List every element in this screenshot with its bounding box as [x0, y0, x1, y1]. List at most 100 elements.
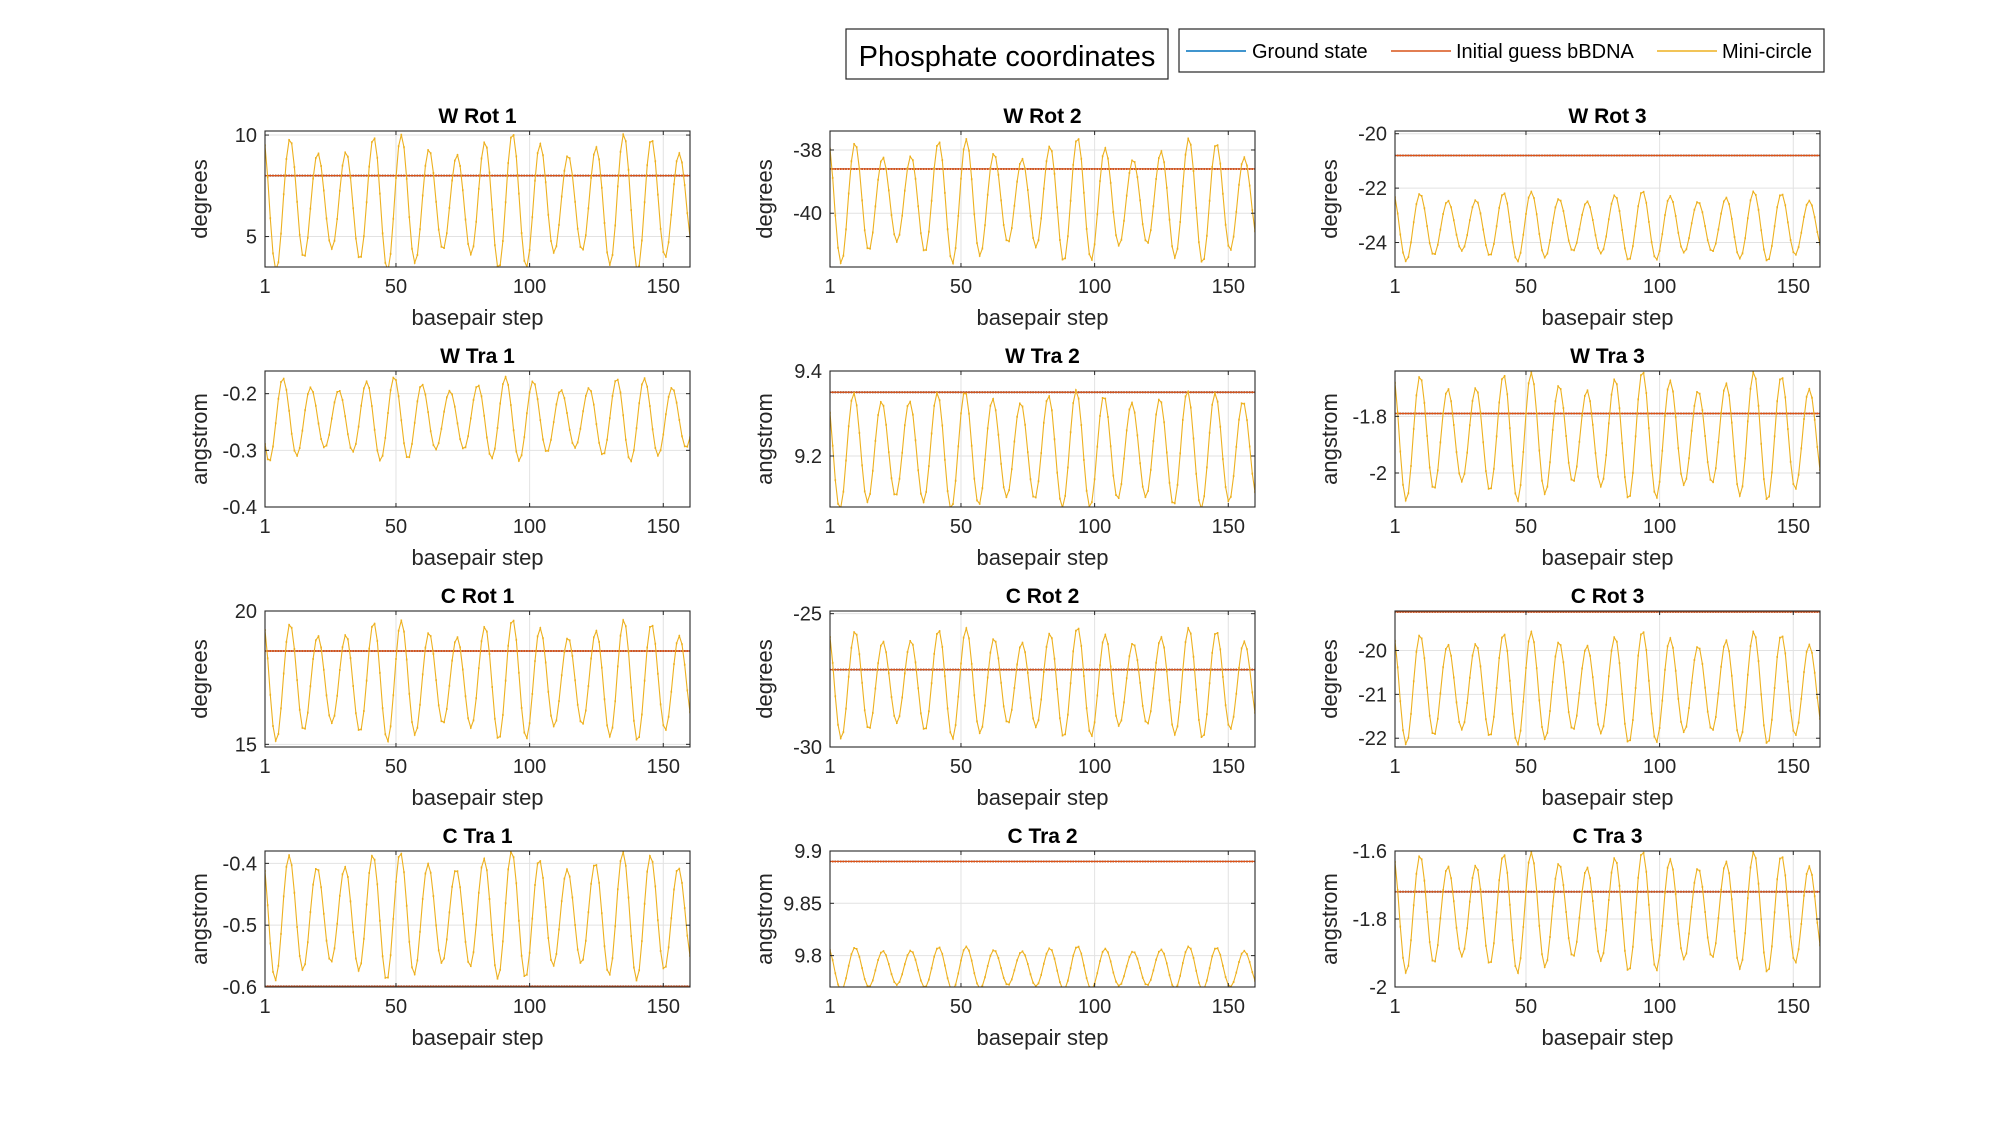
y-tick-label: 9.85: [783, 893, 822, 915]
plot-area: [830, 851, 1255, 987]
chart-title: C Rot 2: [1006, 585, 1080, 608]
x-tick-label: 50: [1515, 756, 1537, 778]
series-mini-circle-line: [830, 388, 1255, 507]
y-tick-label: -20: [1358, 124, 1387, 146]
x-tick-label: 1: [824, 996, 835, 1018]
x-tick-label: 1: [824, 756, 835, 778]
y-tick-label: -0.4: [223, 497, 257, 519]
chart-title: C Tra 2: [1007, 825, 1077, 848]
axes-box: [829, 610, 1256, 748]
x-tick-label: 1: [1389, 516, 1400, 538]
x-tick-label: 150: [1777, 516, 1810, 538]
figure-title-box: Phosphate coordinates: [845, 28, 1169, 80]
series-mini-circle-markers: [265, 133, 690, 267]
x-tick-label: 100: [1643, 996, 1676, 1018]
y-axis-label: degrees: [752, 639, 777, 719]
x-axis-label: basepair step: [976, 1025, 1108, 1050]
y-tick-label: 20: [235, 601, 257, 623]
x-tick-label: 150: [1212, 276, 1245, 298]
y-tick-label: -2: [1369, 977, 1387, 999]
plot-area: [1395, 611, 1820, 747]
x-tick-label: 1: [259, 276, 270, 298]
y-tick-label: -38: [793, 140, 822, 162]
x-tick-label: 100: [513, 276, 546, 298]
x-tick-label: 50: [385, 516, 407, 538]
series-mini-circle-line: [1395, 371, 1820, 503]
series-mini-circle-markers: [1395, 630, 1820, 746]
x-tick-label: 50: [950, 516, 972, 538]
x-tick-label: 1: [824, 276, 835, 298]
y-tick-label: 15: [235, 734, 257, 756]
series-mini-circle-line: [1395, 629, 1820, 747]
legend: Ground state Initial guess bBDNA Mini-ci…: [1178, 28, 1825, 73]
y-axis-label: degrees: [1317, 159, 1342, 239]
y-axis-label: degrees: [1317, 639, 1342, 719]
y-tick-label: -22: [1358, 178, 1387, 200]
x-axis-label: basepair step: [1541, 785, 1673, 810]
series-initial-guess-bbdna-markers: [830, 860, 1255, 863]
y-tick-label: -1.8: [1353, 406, 1387, 428]
x-tick-label: 1: [1389, 276, 1400, 298]
x-tick-label: 150: [647, 276, 680, 298]
series-initial-guess-bbdna-markers: [265, 650, 690, 652]
series-mini-circle-line: [265, 851, 690, 981]
x-tick-label: 1: [1389, 756, 1400, 778]
x-axis-label: basepair step: [411, 545, 543, 570]
series-mini-circle-line: [830, 626, 1255, 741]
x-tick-label: 150: [1777, 756, 1810, 778]
axes-box: [1394, 130, 1821, 268]
y-axis-label: angstrom: [752, 873, 777, 965]
x-tick-label: 100: [1078, 756, 1111, 778]
x-tick-label: 100: [1078, 996, 1111, 1018]
y-tick-label: 9.9: [794, 841, 822, 863]
series-initial-guess-bbdna-markers: [830, 391, 1255, 394]
series-mini-circle-markers: [265, 619, 690, 743]
series-initial-guess-bbdna-markers: [265, 985, 690, 987]
series-mini-circle-markers: [1395, 190, 1820, 263]
x-axis-label: basepair step: [976, 785, 1108, 810]
y-tick-label: -0.5: [223, 915, 257, 937]
y-tick-label: -0.2: [223, 384, 257, 406]
x-tick-label: 50: [385, 276, 407, 298]
y-tick-label: -1.6: [1353, 841, 1387, 863]
y-axis-label: angstrom: [1317, 393, 1342, 485]
x-tick-label: 50: [950, 276, 972, 298]
x-tick-label: 1: [259, 756, 270, 778]
y-tick-label: 9.4: [794, 361, 822, 383]
x-tick-label: 50: [1515, 276, 1537, 298]
y-tick-label: -0.6: [223, 977, 257, 999]
x-tick-label: 100: [1643, 276, 1676, 298]
x-axis-label: basepair step: [411, 1025, 543, 1050]
x-tick-label: 150: [1212, 516, 1245, 538]
x-tick-label: 150: [647, 996, 680, 1018]
series-initial-guess-bbdna-markers: [830, 167, 1255, 170]
axes-box: [264, 370, 691, 508]
x-tick-label: 50: [950, 996, 972, 1018]
x-axis-label: basepair step: [1541, 1025, 1673, 1050]
x-tick-label: 50: [950, 756, 972, 778]
axes-box: [1394, 610, 1821, 748]
x-tick-label: 100: [1643, 756, 1676, 778]
y-tick-label: -21: [1358, 684, 1387, 706]
y-axis-label: degrees: [187, 639, 212, 719]
chart-title: W Tra 1: [440, 345, 515, 368]
y-tick-label: -2: [1369, 463, 1387, 485]
y-tick-label: 9.2: [794, 446, 822, 468]
y-tick-label: -24: [1358, 233, 1387, 255]
series-mini-circle-markers: [265, 375, 690, 463]
x-tick-label: 100: [1078, 276, 1111, 298]
series-mini-circle-line: [1395, 190, 1820, 263]
x-tick-label: 50: [385, 996, 407, 1018]
y-tick-label: -40: [793, 203, 822, 225]
